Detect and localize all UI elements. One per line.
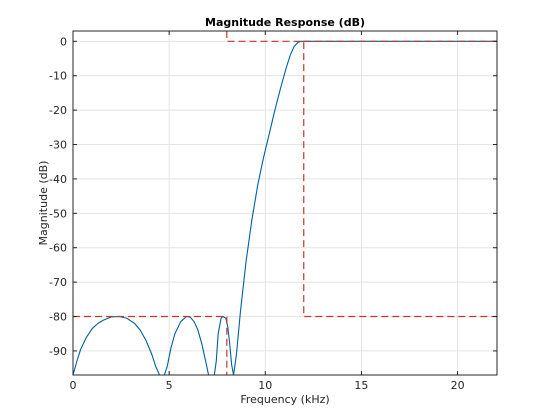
y-tick-label: -10 (49, 70, 67, 83)
plot-frame (72, 30, 498, 376)
mask-line-1 (73, 315, 228, 375)
y-axis-label: Magnitude (dB) (37, 161, 50, 246)
plot-area (73, 31, 497, 375)
y-tick-label: -20 (49, 104, 67, 117)
y-tick-label: -30 (49, 139, 67, 152)
y-tick-label: -80 (49, 311, 67, 324)
y-tick-label: -40 (49, 173, 67, 186)
axis-ticks: 0 5 10 15 20 0 -10 -20 -30 -40 -50 -60 -70 -80 -90 (49, 31, 497, 392)
mask-line-2 (226, 31, 497, 318)
plot-series (73, 31, 497, 375)
grid-lines (72, 31, 497, 375)
x-tick-label: 5 (166, 379, 173, 392)
x-tick-label: 0 (70, 379, 77, 392)
y-tick-label: -90 (49, 345, 67, 358)
x-axis-label: Frequency (kHz) (240, 393, 329, 406)
y-tick-label: -60 (49, 242, 67, 255)
response-line (73, 40, 497, 375)
x-tick-label: 10 (258, 379, 272, 392)
y-tick-label: -50 (49, 207, 67, 220)
x-tick-label: 20 (451, 379, 465, 392)
y-tick-label: 0 (60, 35, 67, 48)
chart-title: Magnitude Response (dB) (205, 16, 365, 29)
x-tick-label: 15 (354, 379, 368, 392)
y-tick-label: -70 (49, 276, 67, 289)
